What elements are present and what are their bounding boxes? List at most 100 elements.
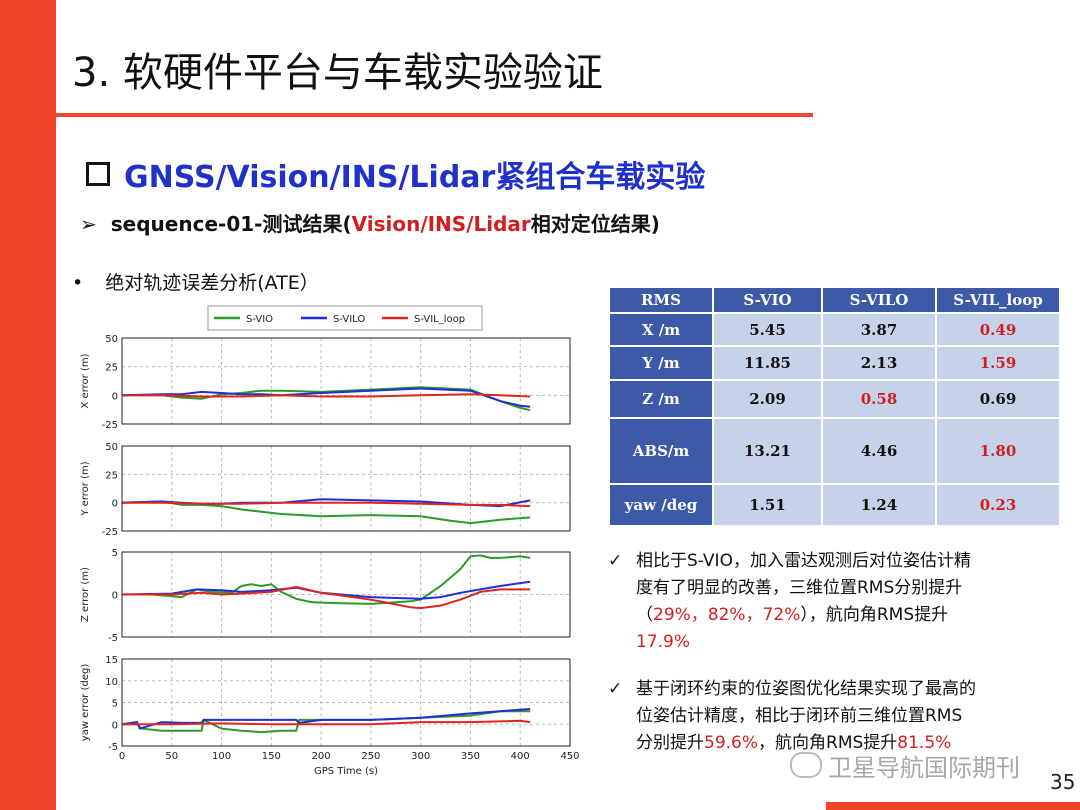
note-text: ，航向角RMS提升	[758, 733, 898, 753]
table-cell: 3.87	[821, 312, 937, 347]
y-tick-label: 0	[112, 499, 118, 510]
legend-label: S-VILO	[333, 314, 365, 325]
y-axis-label: Y error (m)	[80, 461, 91, 516]
checkmark-icon: ✓	[608, 551, 623, 571]
rms-table-header-row: RMS S-VIO S-VILO S-VIL_loop	[608, 286, 1061, 314]
subheading-highlight: Vision/INS/Lidar	[351, 212, 531, 236]
note-text: ），航向角RMS提升	[800, 605, 949, 625]
table-cell: 5.45	[712, 312, 823, 347]
subheading: ➢ sequence-01-测试结果(Vision/INS/Lidar相对定位结果…	[80, 208, 660, 237]
x-tick-label: 50	[165, 751, 178, 762]
section-heading: GNSS/Vision/INS/Lidar紧组合车载实验	[86, 152, 705, 196]
x-tick-label: 250	[361, 751, 380, 762]
y-axis-label: yaw error (deg)	[80, 664, 91, 742]
table-cell: 2.13	[821, 345, 937, 381]
note-line: 分别提升59.6%，航向角RMS提升81.5%	[636, 730, 976, 757]
ate-bullet: • 绝对轨迹误差分析(ATE）	[72, 268, 319, 295]
series-line-s-vil_loop	[122, 393, 531, 398]
watermark-text: 卫星导航国际期刊	[828, 754, 1020, 782]
table-cell: 0.23	[935, 483, 1061, 527]
table-cell: 1.80	[935, 417, 1061, 485]
note-text: 分别提升	[636, 733, 704, 753]
wechat-icon	[790, 752, 822, 778]
title-divider	[56, 113, 813, 117]
x-tick-label: 450	[560, 751, 579, 762]
note-improvement-vs-svio: ✓ 相比于S-VIO，加入雷达观测后对位姿估计精 度有了明显的改善，三维位置RM…	[608, 548, 971, 656]
y-tick-label: 50	[105, 442, 118, 453]
table-cell: 11.85	[712, 345, 823, 381]
table-cell: 2.09	[712, 379, 823, 419]
table-header-cell: S-VIO	[712, 286, 823, 314]
x-tick-label: 150	[262, 751, 281, 762]
y-tick-label: 0	[112, 720, 118, 731]
table-row-label: X /m	[608, 312, 714, 347]
table-cell: 13.21	[712, 417, 823, 485]
y-tick-label: -5	[108, 742, 118, 753]
y-tick-label: 25	[105, 470, 118, 481]
y-tick-label: -25	[102, 420, 118, 431]
legend-label: S-VIO	[246, 314, 273, 325]
note-highlight: 29%，82%，72%	[653, 605, 801, 625]
table-row-label: Y /m	[608, 345, 714, 381]
table-cell: 1.51	[712, 483, 823, 527]
y-axis-label: Z error (m)	[80, 567, 91, 622]
panel-frame	[121, 445, 571, 532]
checkmark-icon: ✓	[608, 679, 623, 699]
series-line-s-vil_loop	[122, 719, 531, 726]
subheading-post: 相对定位结果)	[530, 212, 660, 236]
note-line: （29%，82%，72%），航向角RMS提升	[636, 602, 971, 629]
note-line: 位姿估计精度，相比于闭环前三维位置RMS	[636, 706, 963, 726]
y-tick-label: -25	[102, 527, 118, 538]
table-row: yaw /deg 1.51 1.24 0.23	[608, 483, 1061, 527]
section-heading-text: GNSS/Vision/INS/Lidar紧组合车载实验	[124, 160, 706, 195]
table-row: ABS/m 13.21 4.46 1.80	[608, 417, 1061, 485]
series-line-s-vio	[121, 500, 531, 525]
table-cell: 1.59	[935, 345, 1061, 381]
note-highlight: 59.6%	[704, 733, 759, 753]
page-number: 35	[1050, 770, 1076, 794]
panel-frame	[121, 658, 571, 747]
series-line-s-vilo	[121, 708, 531, 730]
x-tick-label: 100	[212, 751, 231, 762]
note-line: 度有了明显的改善，三维位置RMS分别提升	[636, 578, 963, 598]
table-row-label: yaw /deg	[608, 483, 714, 527]
note-text: （	[636, 605, 653, 625]
y-axis-label: X error (m)	[80, 353, 91, 408]
table-cell: 4.46	[821, 417, 937, 485]
panel-frame	[121, 551, 571, 638]
table-row-label: Z /m	[608, 379, 714, 419]
table-row: X /m 5.45 3.87 0.49	[608, 312, 1061, 347]
note-line: 基于闭环约束的位姿图优化结果实现了最高的	[636, 679, 976, 699]
x-tick-label: 200	[312, 751, 331, 762]
y-tick-label: 5	[112, 699, 118, 710]
y-tick-label: 50	[105, 334, 118, 345]
y-tick-label: 0	[112, 591, 118, 602]
y-tick-label: 15	[105, 655, 118, 666]
page-title: 3. 软硬件平台与车载实验验证	[72, 50, 603, 96]
table-header-cell: S-VIL_loop	[935, 286, 1061, 314]
y-tick-label: 0	[112, 391, 118, 402]
table-cell: 1.24	[821, 483, 937, 527]
table-header-cell: S-VILO	[821, 286, 937, 314]
note-line: 相比于S-VIO，加入雷达观测后对位姿估计精	[636, 551, 971, 571]
series-line-s-vil_loop	[122, 585, 531, 610]
x-axis-label: GPS Time (s)	[314, 766, 378, 777]
y-tick-label: 10	[105, 677, 118, 688]
x-tick-label: 0	[119, 751, 125, 762]
x-tick-label: 400	[511, 751, 530, 762]
series-line-s-vil_loop	[122, 501, 531, 508]
note-loop-closure: ✓ 基于闭环约束的位姿图优化结果实现了最高的 位姿估计精度，相比于闭环前三维位置…	[608, 676, 976, 757]
legend-label: S-VIL_loop	[414, 314, 465, 325]
table-cell: 0.49	[935, 312, 1061, 347]
table-row-label: ABS/m	[608, 417, 714, 485]
left-accent-bar	[0, 0, 56, 810]
panel-frame	[121, 337, 571, 425]
y-tick-label: -5	[108, 633, 118, 644]
journal-watermark: 卫星导航国际期刊	[790, 748, 1020, 783]
legend-box	[207, 305, 483, 331]
table-cell: 0.58	[821, 379, 937, 419]
table-row: Z /m 2.09 0.58 0.69	[608, 379, 1061, 419]
y-tick-label: 25	[105, 363, 118, 374]
square-bullet-icon	[86, 162, 110, 186]
